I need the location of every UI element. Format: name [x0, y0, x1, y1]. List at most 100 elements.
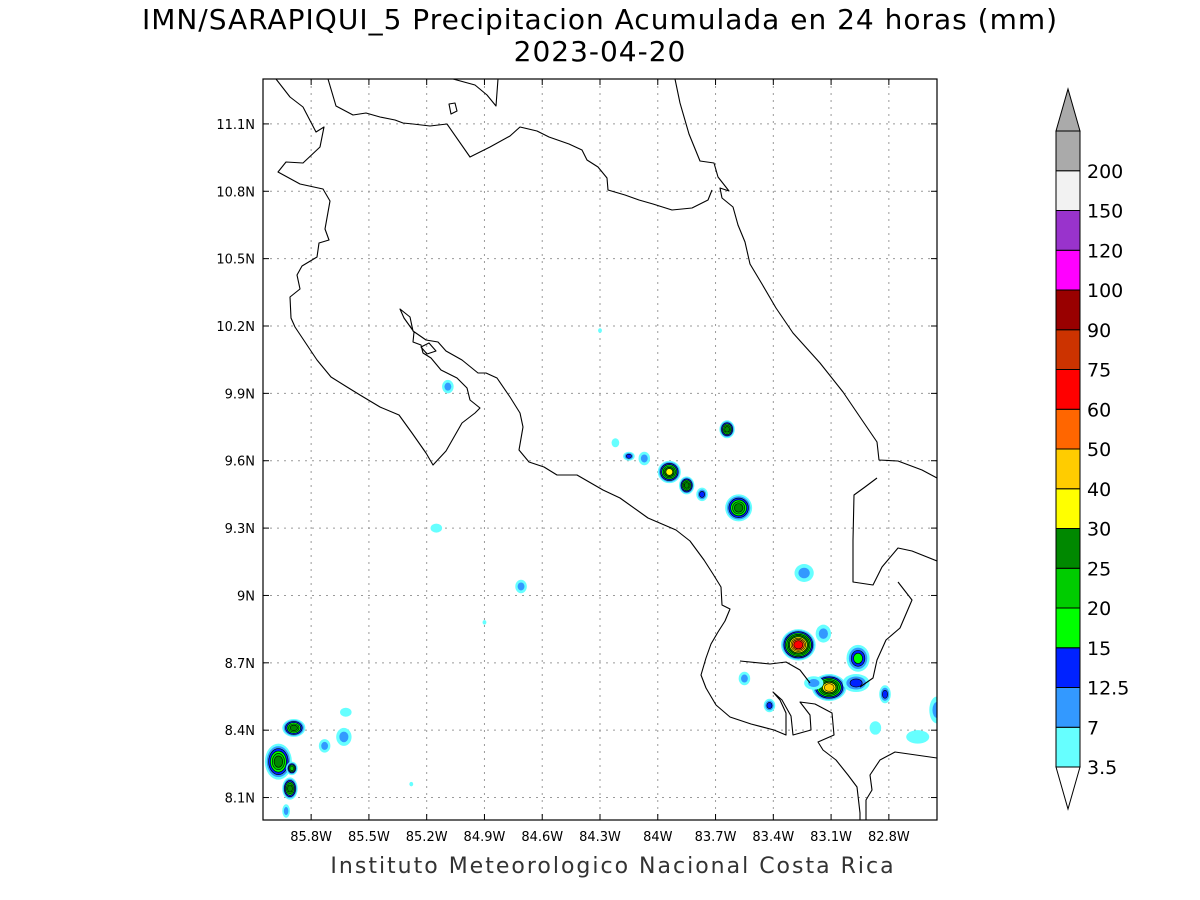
- lat-tick-label: 8.7N: [225, 657, 255, 672]
- precip-contour: [849, 678, 863, 688]
- precip-cell: [815, 624, 832, 643]
- precip-cell: [318, 739, 331, 753]
- colorbar-segment: [1055, 408, 1081, 450]
- precip-cell: [282, 804, 290, 818]
- lon-tick-label: 83.4W: [752, 830, 794, 845]
- precip-contour: [665, 468, 674, 476]
- colorbar-label: 20: [1087, 598, 1111, 620]
- colorbar-segment: [1055, 647, 1081, 688]
- panama-border-south: [859, 581, 913, 688]
- precip-contour: [321, 741, 329, 750]
- precip-contour: [882, 689, 888, 699]
- precip-contour: [340, 707, 352, 717]
- precip-cell: [781, 629, 816, 661]
- precip-contour: [283, 807, 289, 815]
- colorbar-segment: [1055, 687, 1081, 728]
- lon-tick-label: 82.8W: [868, 830, 910, 845]
- precip-contour: [611, 438, 620, 448]
- precip-cell: [264, 743, 292, 780]
- small-island: [448, 102, 458, 115]
- precip-contour: [906, 730, 930, 744]
- colorbar-label: 40: [1087, 479, 1111, 501]
- map-title: IMN/SARAPIQUI_5 Precipitacion Acumulada …: [141, 3, 1059, 36]
- precip-cell: [794, 564, 814, 582]
- precip-cell: [929, 696, 937, 724]
- precip-cell: [409, 781, 414, 787]
- lat-tick-label: 8.4N: [225, 724, 255, 739]
- precip-contour: [482, 620, 487, 625]
- lat-tick-label: 10.2N: [216, 320, 255, 335]
- panama-border: [852, 477, 937, 586]
- precip-cell: [282, 777, 298, 800]
- precip-contour: [409, 781, 414, 787]
- colorbar-top-arrow: [1055, 87, 1081, 132]
- map-background: [263, 79, 937, 820]
- coastline-main: [275, 79, 937, 820]
- precip-cell: [598, 328, 602, 333]
- colorbar-label: 60: [1087, 399, 1111, 421]
- colorbar-segment: [1055, 528, 1081, 569]
- precip-cell: [725, 494, 753, 522]
- lon-tick-label: 85.5W: [348, 830, 390, 845]
- precip-contour: [699, 491, 705, 498]
- lat-tick-label: 10.5N: [216, 253, 255, 268]
- lon-tick-label: 83.7W: [695, 830, 737, 845]
- colorbar-label: 50: [1087, 439, 1111, 461]
- colorbar-label: 7: [1087, 717, 1099, 739]
- precip-cell: [763, 698, 776, 713]
- precip-contour: [640, 454, 648, 463]
- precip-cell: [846, 644, 870, 672]
- precip-contour: [741, 674, 748, 683]
- lake-nicaragua-north: [452, 79, 499, 107]
- precip-cell: [611, 438, 620, 448]
- precip-cell: [906, 730, 930, 744]
- lat-tick-label: 9N: [237, 589, 255, 604]
- precipitation-layer: [264, 328, 937, 818]
- precip-contour: [853, 652, 863, 664]
- precip-contour: [444, 382, 452, 391]
- precip-contour: [289, 724, 298, 732]
- precip-cell: [336, 727, 352, 746]
- lat-tick-label: 9.6N: [225, 455, 255, 470]
- precip-contour: [339, 731, 349, 743]
- precip-contour: [724, 426, 730, 433]
- colorbar-label: 75: [1087, 360, 1111, 382]
- precip-cell: [804, 676, 824, 690]
- precip-contour: [869, 721, 882, 735]
- colorbar-label: 100: [1087, 280, 1123, 302]
- colorbar-label: 30: [1087, 519, 1111, 541]
- colorbar-segment: [1055, 567, 1081, 609]
- precip-cell: [282, 718, 306, 737]
- colorbar-label: 3.5: [1087, 757, 1117, 779]
- lat-tick-label: 11.1N: [216, 118, 255, 133]
- precip-cell: [286, 761, 298, 776]
- lon-tick-label: 84.9W: [464, 830, 506, 845]
- precip-contour: [598, 328, 602, 333]
- lat-tick-label: 10.8N: [216, 185, 255, 200]
- precip-cell: [719, 420, 735, 439]
- lon-tick-label: 84W: [643, 830, 673, 845]
- colorbar-segment: [1055, 448, 1081, 490]
- precip-cell: [879, 685, 891, 704]
- precip-cell: [442, 379, 454, 394]
- lat-tick-label: 9.3N: [225, 522, 255, 537]
- colorbar-segment: [1055, 488, 1081, 529]
- precip-cell: [482, 620, 487, 625]
- coastline-caribbean: [674, 79, 937, 479]
- precip-contour: [793, 640, 804, 650]
- precip-cell: [430, 523, 443, 533]
- colorbar-segment: [1055, 170, 1081, 211]
- colorbar-label: 90: [1087, 320, 1111, 342]
- colorbar-label: 25: [1087, 558, 1111, 580]
- colorbar-segment: [1055, 607, 1081, 649]
- lat-tick-label: 8.1N: [225, 792, 255, 807]
- graticule: [263, 79, 937, 820]
- colorbar-label: 120: [1087, 240, 1123, 262]
- precip-cell: [738, 671, 751, 686]
- colorbar: 3.5 7 12.5 15 20 25 30 40 50 60 75 90 100 120 150 200: [1055, 87, 1129, 811]
- lake-nicaragua-shore: [327, 79, 713, 211]
- colorbar-segment: [1055, 249, 1081, 291]
- precip-contour: [808, 679, 820, 688]
- colorbar-segment: [1055, 210, 1081, 251]
- precip-cell: [696, 487, 708, 502]
